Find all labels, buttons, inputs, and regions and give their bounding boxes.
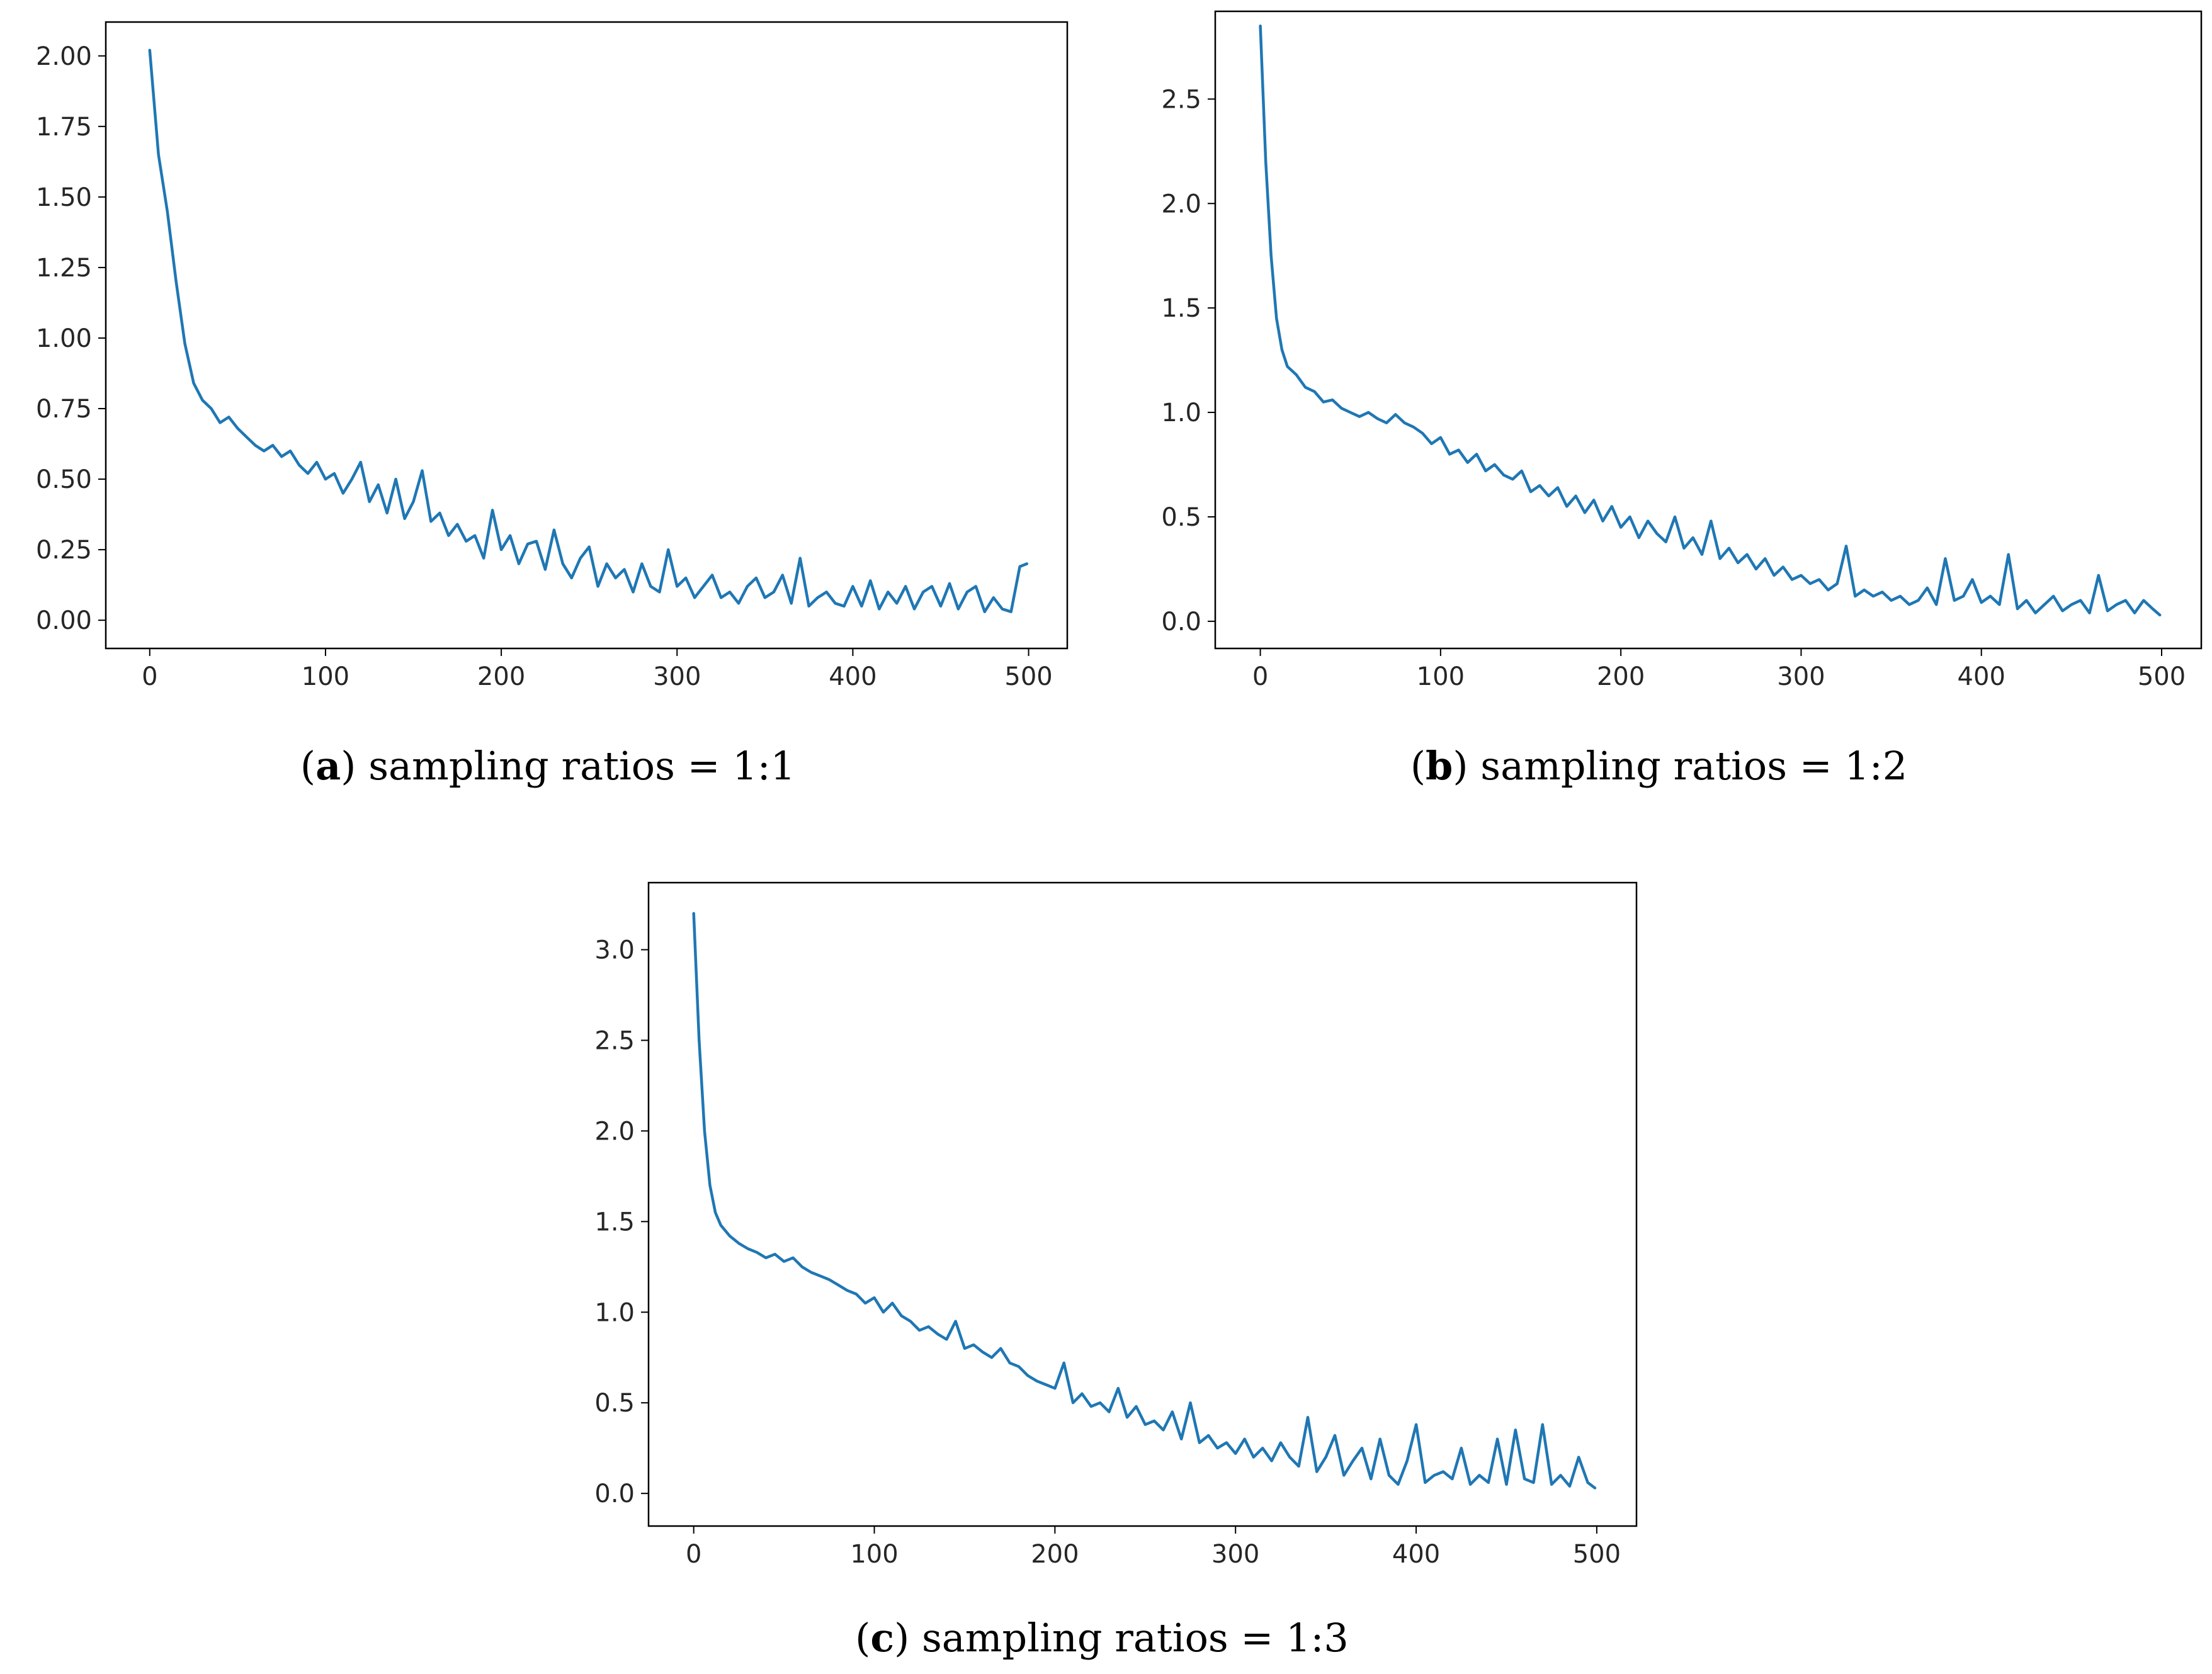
x-tick-label-c: 0 [686,1540,701,1569]
plot-frame-c [647,881,1638,1527]
y-tick-label-a: 1.00 [36,324,92,353]
caption-b-letter: b [1426,743,1453,789]
series-line-b [1259,24,2162,617]
x-tick-label-c: 300 [1211,1540,1259,1569]
caption-c: (c) sampling ratios = 1:3 [855,1615,1349,1661]
x-tick-label-b: 100 [1417,662,1465,691]
x-tick-label-a: 500 [1004,662,1052,691]
x-tick-label-c: 400 [1392,1540,1440,1569]
x-tick-label-a: 400 [829,662,876,691]
x-tick-label-a: 0 [142,662,157,691]
caption-a-text: sampling ratios = 1:1 [356,743,796,789]
caption-a: (a) sampling ratios = 1:1 [300,743,796,789]
y-tick-label-b: 2.5 [1161,85,1201,114]
y-tick-label-a: 0.50 [36,465,92,494]
y-tick-label-c: 0.5 [594,1389,635,1418]
y-tick-label-a: 1.25 [36,254,92,283]
plot-frame-a [105,21,1069,650]
y-tick-label-b: 2.0 [1161,189,1201,218]
x-tick-label-a: 300 [653,662,701,691]
y-tick-label-b: 0.5 [1161,503,1201,532]
panel-a: 0 100 200 300 400 500 0.00 0.25 0.50 0.75 1.00 1.25… [0,0,1106,831]
x-tick-label-c: 200 [1031,1540,1079,1569]
y-tick-label-a: 0.25 [36,536,92,565]
y-tick-label-c: 0.0 [594,1479,635,1508]
caption-b: (b) sampling ratios = 1:2 [1410,743,1908,789]
series-line-a [148,48,1029,613]
x-tick-label-c: 100 [850,1540,898,1569]
x-tick-label-b: 500 [2138,662,2186,691]
panel-c: 0 100 200 300 400 500 0.0 0.5 1.0 1.5 2.0 2.5 3.0 (c… [542,862,1675,1674]
y-tick-label-c: 2.5 [594,1026,635,1055]
caption-c-letter: c [870,1615,895,1661]
y-tick-label-c: 1.0 [594,1298,635,1327]
y-tick-label-b: 0.0 [1161,608,1201,636]
caption-c-text: sampling ratios = 1:3 [909,1615,1349,1661]
y-tick-label-a: 1.75 [36,113,92,142]
x-tick-label-b: 200 [1597,662,1645,691]
y-tick-label-a: 0.00 [36,606,92,635]
x-tick-label-b: 0 [1252,662,1268,691]
x-tick-label-a: 200 [477,662,525,691]
caption-a-letter: a [315,743,341,789]
y-tick-label-a: 1.50 [36,183,92,212]
plot-frame-b [1214,10,2203,650]
y-tick-label-c: 3.0 [594,936,635,965]
y-tick-label-b: 1.0 [1161,399,1201,427]
y-tick-label-a: 2.00 [36,42,92,71]
caption-b-text: sampling ratios = 1:2 [1468,743,1908,789]
x-tick-label-c: 500 [1573,1540,1621,1569]
chart-c: 0 100 200 300 400 500 0.0 0.5 1.0 1.5 2.0 2.5 3.0 [594,881,1638,1569]
x-tick-label-a: 100 [302,662,349,691]
chart-a: 0 100 200 300 400 500 0.00 0.25 0.50 0.75 1.00 1.25… [36,21,1069,691]
series-line-c [692,912,1597,1490]
panel-b: 0 100 200 300 400 500 0.0 0.5 1.0 1.5 2.0 2.5 (b) s… [1106,0,2212,831]
y-tick-label-c: 2.0 [594,1117,635,1146]
y-tick-label-a: 0.75 [36,395,92,424]
chart-b: 0 100 200 300 400 500 0.0 0.5 1.0 1.5 2.0 2.5 [1161,10,2203,691]
x-tick-label-b: 300 [1777,662,1825,691]
x-tick-label-b: 400 [1958,662,2005,691]
y-tick-label-b: 1.5 [1161,294,1201,323]
y-tick-label-c: 1.5 [594,1207,635,1236]
